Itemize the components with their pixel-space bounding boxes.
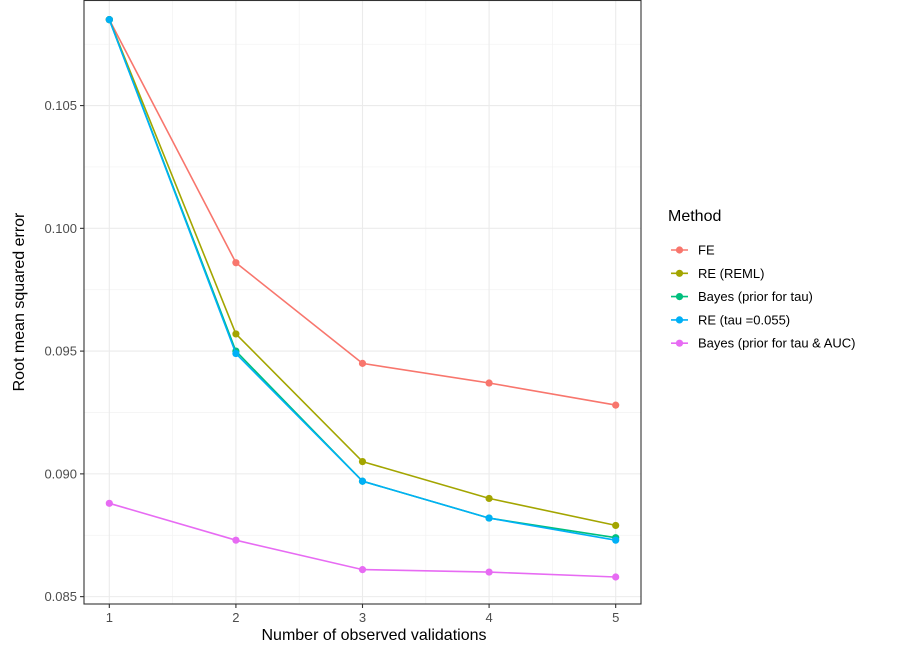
data-point: [232, 330, 240, 338]
data-point: [612, 401, 620, 409]
y-axis-title: Root mean squared error: [11, 212, 28, 391]
plot-panel: 1 2 3 4 5 0.085 0.090 0.095 0.100 0.105: [44, 0, 642, 625]
data-point: [485, 379, 493, 387]
y-tick-label: 0.105: [44, 98, 77, 113]
legend-item: FE: [671, 243, 715, 258]
data-point: [612, 573, 620, 581]
legend-label: RE (REML): [698, 266, 764, 281]
y-tick-label: 0.090: [44, 466, 77, 481]
legend-key-point: [675, 316, 684, 324]
legend-item: Bayes (prior for tau): [671, 289, 813, 304]
legend-key-point: [675, 246, 684, 254]
legend-key-point: [675, 269, 684, 277]
y-tick-label: 0.095: [44, 344, 77, 359]
data-point: [485, 494, 493, 503]
y-tick-label: 0.100: [44, 221, 77, 236]
x-tick-label: 4: [485, 610, 492, 625]
data-point: [358, 457, 367, 466]
legend-item: Bayes (prior for tau & AUC): [671, 336, 856, 351]
data-point: [105, 499, 113, 507]
data-point: [358, 477, 367, 485]
legend: Method FE RE (REML) Bayes (prior for tau) R…: [668, 208, 856, 351]
x-tick-label: 3: [359, 610, 366, 625]
legend-label: Bayes (prior for tau & AUC): [698, 336, 856, 351]
legend-label: RE (tau =0.055): [698, 312, 790, 327]
data-point: [232, 259, 240, 267]
x-axis-title: Number of observed validations: [261, 627, 486, 644]
data-point: [485, 514, 493, 522]
legend-key-point: [675, 339, 684, 347]
data-point: [105, 16, 113, 24]
data-point: [612, 521, 620, 530]
legend-label: FE: [698, 243, 715, 258]
legend-title: Method: [668, 208, 721, 225]
legend-label: Bayes (prior for tau): [698, 289, 813, 304]
x-tick-label: 1: [106, 610, 113, 625]
legend-item: RE (tau =0.055): [671, 312, 790, 327]
data-point: [358, 359, 367, 367]
data-point: [232, 349, 240, 358]
data-point: [485, 568, 493, 576]
data-point: [358, 566, 367, 574]
data-point: [612, 536, 620, 544]
y-tick-label: 0.085: [44, 589, 77, 604]
legend-key-point: [675, 293, 684, 301]
x-tick-label: 5: [612, 610, 619, 625]
x-tick-label: 2: [232, 610, 239, 625]
legend-item: RE (REML): [671, 266, 764, 281]
data-point: [232, 536, 240, 544]
